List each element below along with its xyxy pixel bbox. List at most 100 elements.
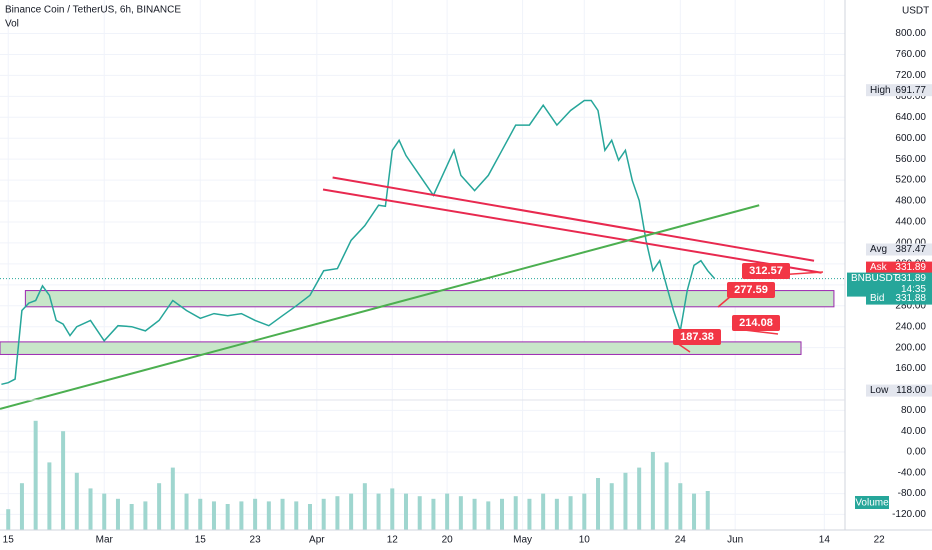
volume-bar [335, 496, 340, 530]
price-tag-value: 118.00 [896, 385, 926, 396]
volume-bar [47, 462, 52, 530]
volume-bar [170, 467, 175, 530]
volume-bar [129, 504, 134, 530]
x-tick-label: Apr [309, 535, 325, 546]
volume-bar [211, 501, 216, 530]
volume-bar [19, 483, 24, 530]
volume-bar [362, 483, 367, 530]
volume-bar [294, 501, 299, 530]
volume-bar [541, 493, 546, 530]
x-tick-label: 10 [579, 535, 591, 546]
volume-bar [568, 496, 573, 530]
price-tag-value: 691.77 [895, 85, 926, 96]
volume-bar [582, 493, 587, 530]
x-tick-label: 15 [195, 535, 207, 546]
callout-label: 187.38 [680, 331, 714, 343]
volume-bar [678, 483, 683, 530]
x-tick-label: 20 [442, 535, 454, 546]
x-tick-label: 24 [675, 535, 687, 546]
price-tag-name: BNBUSDT [851, 273, 899, 284]
volume-bar [239, 501, 244, 530]
callout-box [742, 263, 790, 279]
volume-bar [115, 498, 120, 530]
x-tick-label: 22 [874, 535, 886, 546]
x-tick-label: 23 [250, 535, 262, 546]
x-tick-label: 15 [3, 535, 15, 546]
subtitle: Vol [5, 19, 19, 30]
price-tag-name: Avg [870, 244, 887, 255]
volume-bar [458, 496, 463, 530]
volume-label: Volume [855, 498, 889, 509]
y-tick-label: 80.00 [901, 405, 926, 416]
volume-bar [349, 493, 354, 530]
y-tick-label: 400.00 [895, 238, 926, 249]
y-tick-label: 240.00 [895, 321, 926, 332]
y-tick-label: 440.00 [895, 217, 926, 228]
y-tick-label: 560.00 [895, 154, 926, 165]
callout-box [727, 282, 775, 298]
y-tick-label: 280.00 [895, 300, 926, 311]
price-tag-countdown: 14:35 [901, 284, 926, 295]
price-tag-name: Ask [870, 262, 888, 273]
volume-bar [664, 462, 669, 530]
volume-bar [596, 478, 601, 530]
volume-bar [157, 483, 162, 530]
y-tick-label: 800.00 [895, 28, 926, 39]
y-tick-label: -80.00 [898, 488, 927, 499]
volume-bar [143, 501, 148, 530]
volume-bar [88, 488, 93, 530]
volume-bar [307, 504, 312, 530]
volume-bar [184, 493, 189, 530]
volume-bar [280, 498, 285, 530]
volume-tag [855, 496, 889, 509]
x-tick-label: 12 [387, 535, 399, 546]
volume-bar [513, 496, 518, 530]
plot-area [0, 99, 845, 530]
volume-bar [321, 498, 326, 530]
price-tag-value: 331.89 [895, 262, 926, 273]
price-tag-name: High [870, 85, 891, 96]
x-tick-label: May [513, 535, 532, 546]
callout-label: 214.08 [739, 317, 773, 329]
price-tag-value: 331.89 [895, 273, 926, 284]
volume-bar [554, 498, 559, 530]
x-tick-label: Mar [96, 535, 114, 546]
y-tick-label: 480.00 [895, 196, 926, 207]
volume-bar [692, 493, 697, 530]
volume-bar [61, 431, 66, 530]
y-tick-label: 680.00 [895, 91, 926, 102]
volume-bar [253, 498, 258, 530]
volume-bar [609, 483, 614, 530]
price-tag-name: Low [870, 385, 889, 396]
volume-bar [225, 504, 230, 530]
price-line [1, 99, 716, 386]
volume-bar [417, 496, 422, 530]
price-tag [866, 243, 932, 256]
y-tick-label: 640.00 [895, 112, 926, 123]
grid [0, 0, 845, 530]
chart-title: Binance Coin / TetherUS, 6h, BINANCE [5, 5, 181, 16]
volume-bar [705, 491, 710, 530]
volume-bar [650, 452, 655, 530]
y-tick-label: 0.00 [907, 447, 927, 458]
price-tag-name: Bid [870, 293, 884, 304]
callout-label: 312.57 [749, 265, 783, 277]
volume-bar [623, 472, 628, 530]
x-tick-label: Jun [727, 535, 743, 546]
trendline [332, 176, 815, 262]
trendline [0, 204, 760, 410]
price-tag [866, 84, 932, 97]
volume-bar [266, 501, 271, 530]
callout-box [732, 315, 780, 331]
price-tag-value: 387.47 [895, 244, 926, 255]
currency: USDT [902, 6, 929, 17]
price-tag [866, 292, 932, 305]
price-tag [847, 272, 932, 297]
zone [0, 341, 802, 355]
callout-label: 277.59 [734, 284, 768, 296]
volume-bar [500, 498, 505, 530]
y-tick-label: 40.00 [901, 426, 926, 437]
y-tick-label: 160.00 [895, 363, 926, 374]
